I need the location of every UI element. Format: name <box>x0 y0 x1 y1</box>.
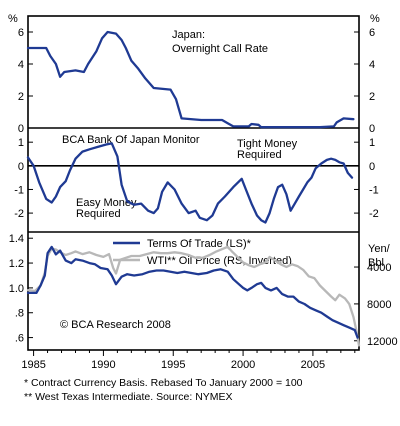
panel2-right-tick-label: -2 <box>369 208 379 220</box>
panel3-right-tick-label: 12000 <box>367 336 398 348</box>
panel1-left-tick-label: 2 <box>18 91 24 103</box>
panel3-right-tick-label: 8000 <box>367 299 391 311</box>
panel2-left-tick-label: -1 <box>14 184 24 196</box>
panel1-left-tick-label: 0 <box>18 123 24 135</box>
panel1-right-tick-label: 4 <box>369 59 375 71</box>
panel2-right-tick-label: 1 <box>369 137 375 149</box>
panel3-left-tick-label: .8 <box>15 308 24 320</box>
x-tick-label: 1990 <box>91 359 115 371</box>
x-tick-label: 2000 <box>231 359 255 371</box>
panel2-right-tick-label: -1 <box>369 184 379 196</box>
panel1-right-tick-label: 2 <box>369 91 375 103</box>
panel1-title-line1: Japan: <box>172 29 205 41</box>
terms-of-trade-ls-line <box>26 245 359 339</box>
left-unit-label: % <box>8 13 18 25</box>
x-tick-label: 1985 <box>21 359 45 371</box>
panel3-left-tick-label: .6 <box>15 333 24 345</box>
legend-label-wti-oil: WTI** Oil Price (RS, Inverted) <box>147 255 292 267</box>
bca-bank-of-japan-monitor-line <box>26 142 354 224</box>
right-unit-label: % <box>370 13 380 25</box>
panel2-left-tick-label: 1 <box>18 137 24 149</box>
panel1-right-tick-label: 0 <box>369 123 375 135</box>
annotation-easy-money-required: Required <box>76 208 121 220</box>
panel3-left-tick-label: 1.2 <box>9 258 24 270</box>
annotation-tight-money-required: Required <box>237 149 282 161</box>
panel1-left-tick-label: 6 <box>18 27 24 39</box>
panel1-title-line2: Overnight Call Rate <box>172 43 268 55</box>
copyright-note: © BCA Research 2008 <box>60 319 171 331</box>
footnote-1: * Contract Currency Basis. Rebased To Ja… <box>24 377 303 389</box>
right-unit-label-bbl: Bbl <box>368 257 384 269</box>
legend-label-terms-of-trade: Terms Of Trade (LS)* <box>147 238 252 250</box>
chart-frame <box>27 15 360 351</box>
japan-overnight-call-rate-line <box>26 30 355 129</box>
panel1-right-tick-label: 6 <box>369 27 375 39</box>
panel2-left-tick-label: 0 <box>18 161 24 173</box>
legend: Terms Of Trade (LS)* WTI** Oil Price (RS… <box>113 238 292 267</box>
panel3-left-tick-label: 1.0 <box>9 283 24 295</box>
panel2-title: BCA Bank Of Japan Monitor <box>62 134 200 146</box>
footnote-2: ** West Texas Intermediate. Source: NYME… <box>24 391 233 403</box>
panel2-left-tick-label: -2 <box>14 208 24 220</box>
panel1-left-tick-label: 4 <box>18 59 24 71</box>
panel2-right-tick-label: 0 <box>369 161 375 173</box>
wti-oil-price-rs-inverted-line <box>26 245 361 347</box>
panel3-left-tick-label: 1.4 <box>9 233 24 245</box>
panel3-right-tick-label: 4000 <box>367 262 391 274</box>
x-tick-label: 2005 <box>301 359 325 371</box>
annotation-easy-money: Easy Money <box>76 197 137 209</box>
annotation-tight-money: Tight Money <box>237 138 298 150</box>
x-tick-label: 1995 <box>161 359 185 371</box>
right-unit-label-yen: Yen/ <box>368 243 391 255</box>
